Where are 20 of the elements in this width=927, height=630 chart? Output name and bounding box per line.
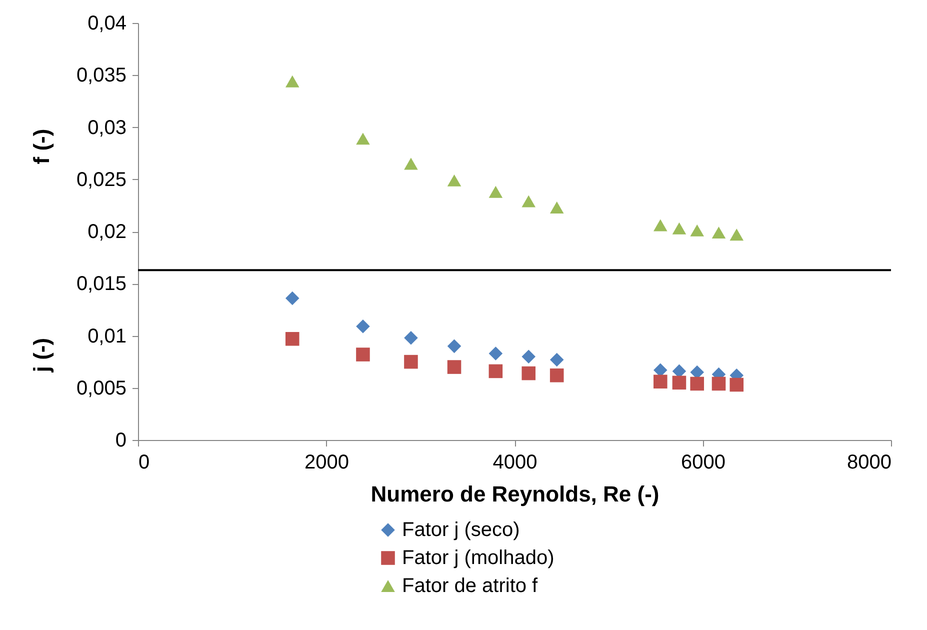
y-tick-label: 0,04: [88, 12, 126, 34]
text: j (-): [29, 338, 54, 374]
y-tick-label: 0,005: [76, 377, 126, 400]
legend-label: Fator j (seco): [402, 519, 520, 541]
y-tick-label: 0,015: [76, 273, 126, 296]
legend-label: Fator j (molhado): [402, 547, 554, 569]
x-tick-label: 8000: [847, 452, 892, 474]
y-axis-title: f (-): [29, 128, 54, 164]
y-tick-label: 0,025: [76, 168, 126, 191]
x-axis-title: Numero de Reynolds, Re (-): [370, 482, 660, 506]
x-tick-label: 0: [138, 452, 150, 474]
y-tick-label: 0,01: [88, 325, 126, 348]
y-tick-label: 0: [115, 430, 126, 452]
y-tick-label: 0,03: [88, 116, 126, 139]
legend-label: Fator de atrito f: [402, 575, 538, 597]
x-tick-label: 6000: [681, 452, 726, 474]
y-tick-label: 0,035: [76, 64, 126, 87]
x-tick-label: 2000: [304, 452, 349, 474]
y-tick-label: 0,02: [88, 221, 126, 243]
x-tick-label: 4000: [492, 452, 538, 474]
